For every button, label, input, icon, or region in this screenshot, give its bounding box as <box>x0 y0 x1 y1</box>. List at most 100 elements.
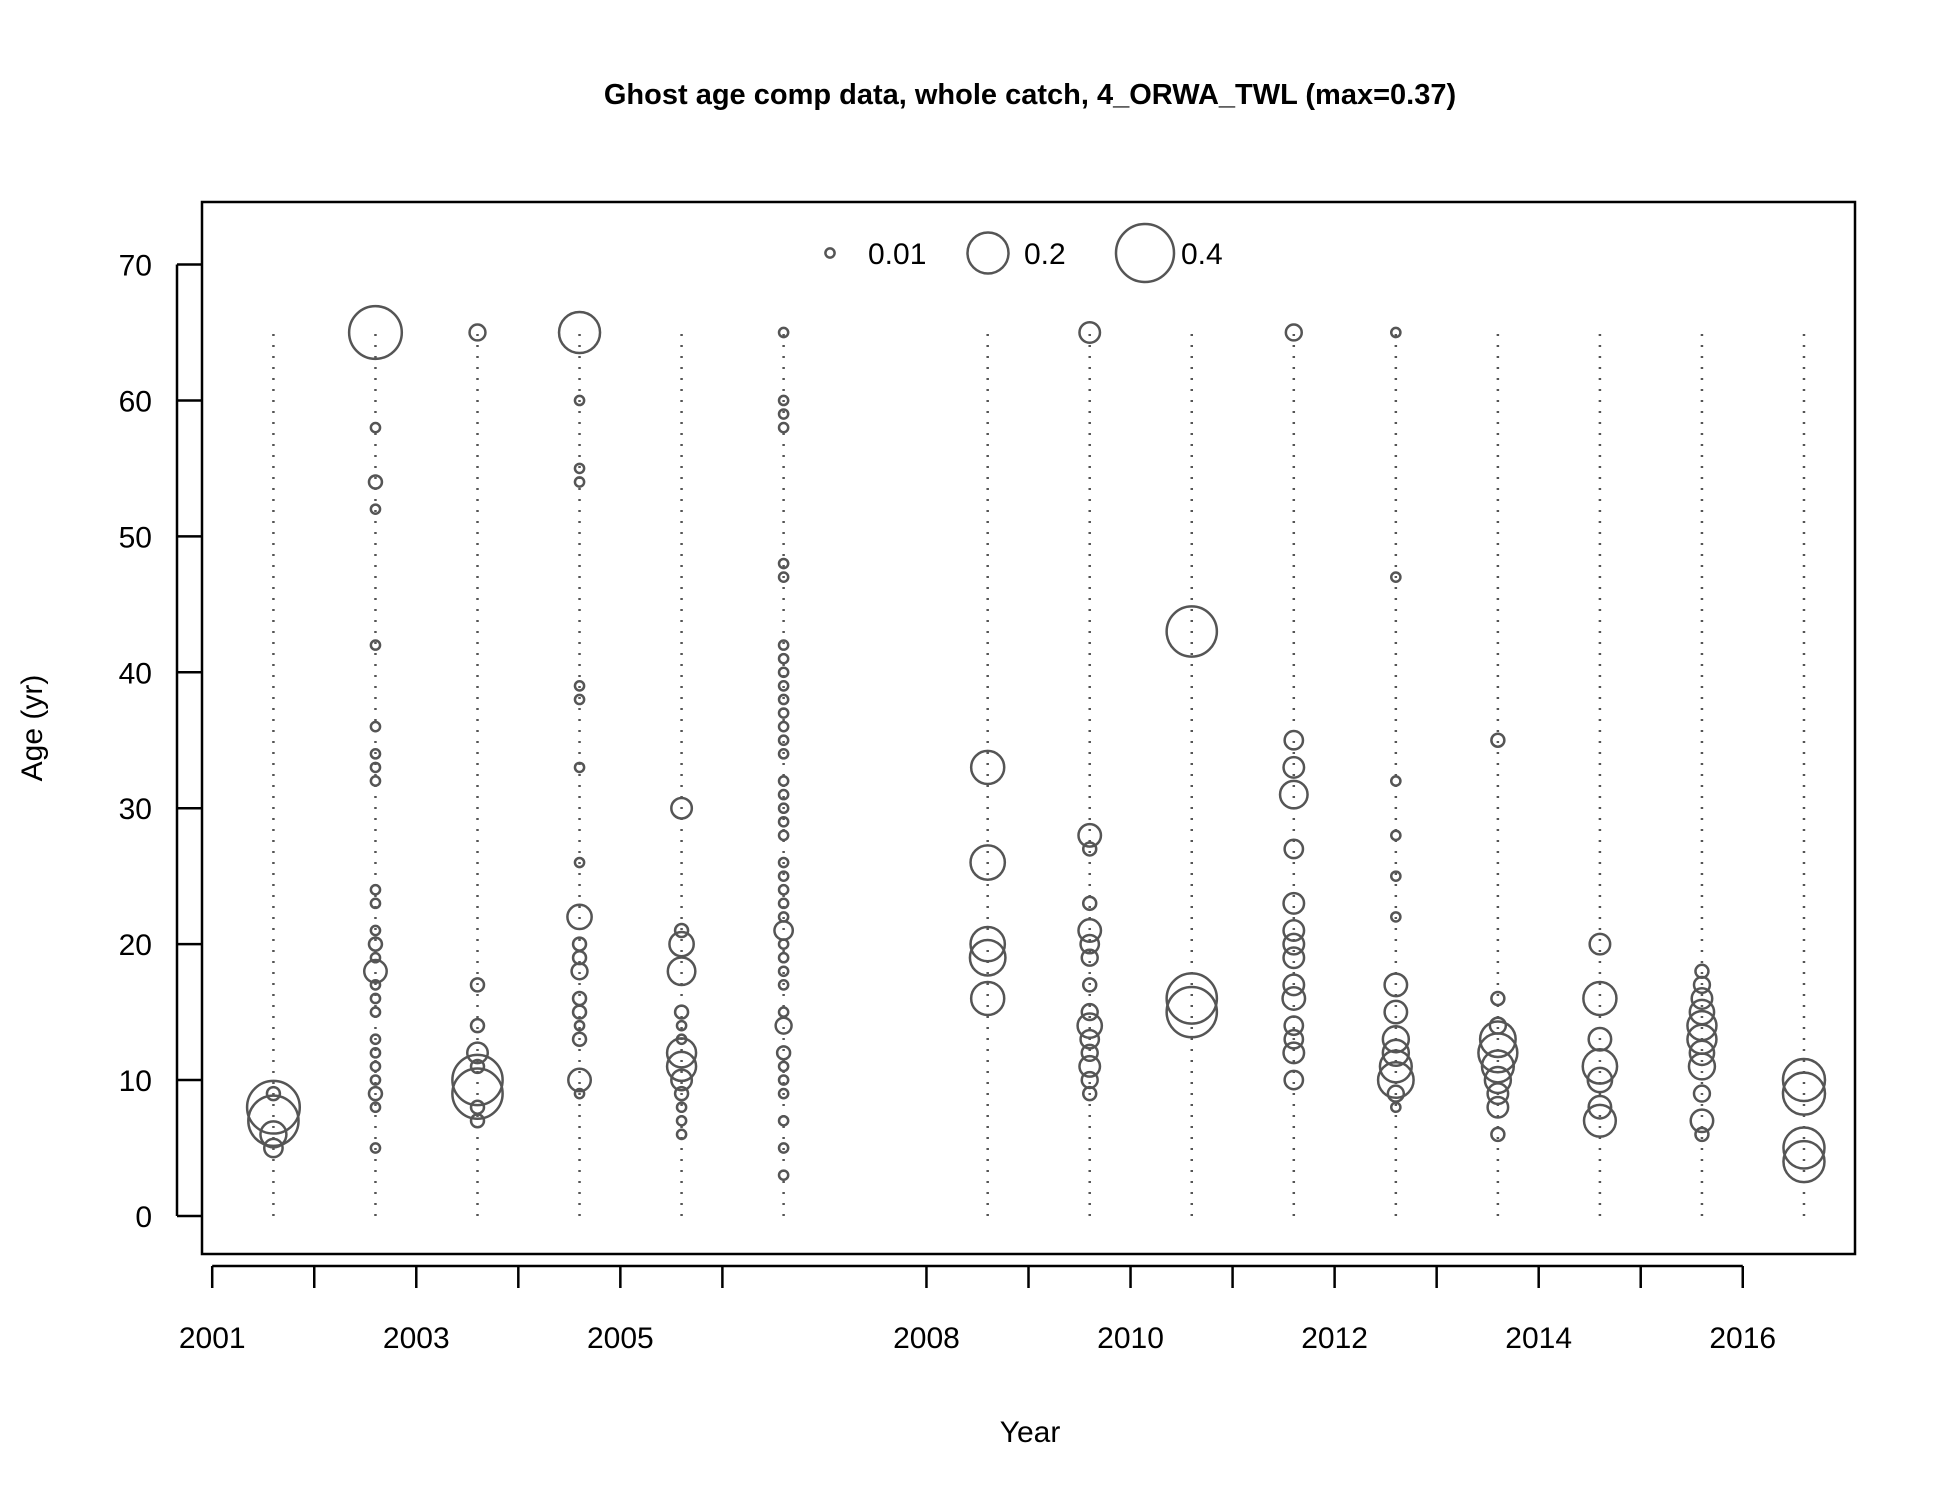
data-bubble <box>573 476 586 488</box>
data-bubble <box>1281 985 1307 1011</box>
data-bubble <box>369 1060 382 1073</box>
data-bubble <box>777 326 790 339</box>
data-bubble <box>1781 1057 1827 1103</box>
data-bubble <box>369 639 382 651</box>
data-bubble <box>1378 1049 1413 1084</box>
y-tick-label: 0 <box>135 1201 152 1234</box>
data-bubble <box>777 1074 790 1086</box>
data-bubble <box>1283 1015 1305 1037</box>
data-bubble <box>1389 571 1402 583</box>
data-bubble <box>1582 980 1618 1017</box>
data-bubble <box>369 979 382 991</box>
data-bubble <box>777 1060 790 1073</box>
data-bubble <box>1782 1126 1826 1170</box>
data-bubble <box>777 707 790 719</box>
data-bubble <box>1282 973 1306 997</box>
data-bubble <box>777 883 790 896</box>
data-bubble <box>369 897 382 910</box>
x-tick-label: 2012 <box>1301 1322 1368 1355</box>
data-bubble <box>369 421 382 434</box>
data-bubble <box>573 693 586 706</box>
data-bubble <box>369 761 382 774</box>
data-bubble <box>369 1047 382 1059</box>
data-bubble <box>777 979 790 991</box>
data-bubble <box>968 938 1007 977</box>
data-bubble <box>1588 932 1612 956</box>
data-bubble <box>1165 985 1219 1039</box>
data-bubble <box>777 1169 790 1182</box>
data-bubble <box>1490 732 1506 748</box>
data-bubble <box>1282 755 1306 779</box>
data-bubble <box>1081 895 1098 912</box>
data-bubble <box>1782 1139 1826 1184</box>
data-bubble <box>969 749 1006 786</box>
data-bubble <box>468 323 487 342</box>
data-bubble <box>1381 1025 1411 1054</box>
data-bubble <box>777 666 790 679</box>
data-bubble <box>367 936 384 952</box>
y-axis: 0 10 20 30 40 50 60 70 <box>119 250 202 1234</box>
x-tick-label: 2003 <box>383 1322 450 1355</box>
data-bubble <box>369 1101 382 1114</box>
data-bubble <box>777 788 790 801</box>
data-bubble <box>1282 919 1306 943</box>
data-bubble <box>1490 1126 1506 1143</box>
data-bubble <box>675 1114 688 1127</box>
legend-label: 0.2 <box>1024 238 1066 271</box>
data-bubble <box>666 956 697 987</box>
data-bubble <box>777 1087 790 1100</box>
data-bubble <box>1282 891 1306 915</box>
data-bubble <box>465 1041 490 1065</box>
data-bubble <box>777 965 790 978</box>
data-bubble <box>259 1120 288 1149</box>
y-tick-label: 50 <box>119 521 152 554</box>
data-bubble <box>777 1142 790 1154</box>
data-bubble <box>665 1050 698 1083</box>
data-bubble <box>369 503 382 516</box>
data-bubble <box>1282 932 1306 956</box>
data-bubble <box>1165 972 1219 1025</box>
data-bubble <box>1283 1069 1305 1091</box>
data-bubble <box>1081 841 1098 857</box>
legend-label: 0.01 <box>868 238 926 271</box>
data-bubble <box>571 936 588 952</box>
data-bubble <box>777 775 790 787</box>
data-bubble <box>571 990 588 1007</box>
data-bubble <box>1781 1071 1827 1116</box>
x-tick-label: 2016 <box>1709 1322 1776 1355</box>
chart-title: Ghost age comp data, whole catch, 4_ORWA… <box>604 79 1456 111</box>
data-bubble <box>369 1006 382 1018</box>
data-bubble <box>1079 933 1101 955</box>
data-bubble <box>1282 1041 1306 1065</box>
data-bubble <box>1389 911 1402 923</box>
x-tick-label: 2014 <box>1505 1322 1572 1355</box>
data-bubble <box>1381 1038 1411 1068</box>
data-bubble <box>1080 948 1099 967</box>
data-bubble <box>665 1037 698 1069</box>
data-bubble <box>573 1087 586 1100</box>
data-bubble <box>469 977 486 993</box>
data-bubble <box>1692 1084 1712 1103</box>
data-bubble <box>573 680 586 692</box>
size-legend: 0.01 0.2 0.4 <box>824 222 1223 284</box>
data-bubble <box>777 1006 790 1018</box>
legend-label: 0.4 <box>1181 238 1223 271</box>
data-bubble <box>1077 822 1103 848</box>
data-bubble <box>369 951 382 964</box>
data-bubble <box>1389 775 1402 787</box>
data-bubble <box>670 1068 694 1092</box>
data-bubble <box>1587 1026 1613 1052</box>
data-bubble <box>777 897 790 910</box>
data-bubble <box>1488 1016 1508 1035</box>
data-bubble <box>573 1019 586 1032</box>
data-bubble <box>557 310 602 355</box>
data-bubble <box>263 1137 284 1159</box>
data-bubble <box>1079 1028 1101 1050</box>
data-bubble <box>1389 870 1402 882</box>
data-bubble <box>777 815 790 828</box>
x-tick-label: 2010 <box>1097 1322 1164 1355</box>
data-bubble <box>1694 1126 1710 1143</box>
y-axis-label: Age (yr) <box>16 675 49 782</box>
data-bubble <box>777 652 790 665</box>
